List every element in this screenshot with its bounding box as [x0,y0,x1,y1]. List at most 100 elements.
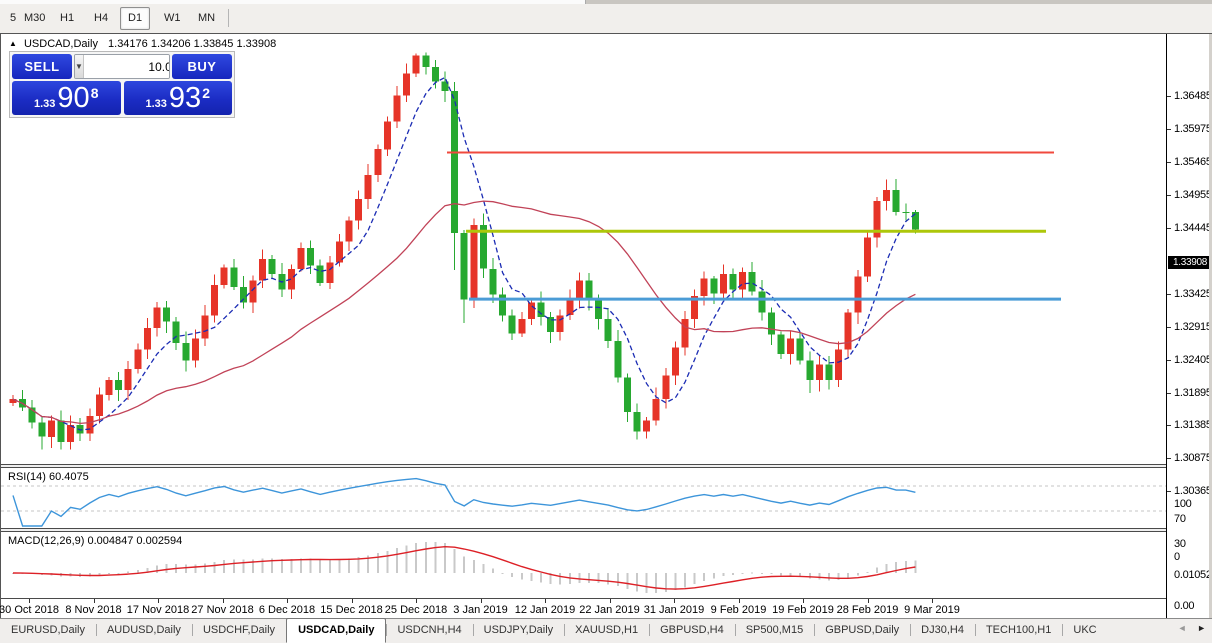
sell-price-pipette: 8 [90,85,99,101]
date-axis-tick [738,599,740,603]
date-axis-label: 9 Feb 2019 [710,604,767,616]
price-axis-label: 1.31895 [1174,386,1212,399]
date-axis[interactable]: 30 Oct 2018 8 Nov 2018 17 Nov 2018 27 Nov 2… [0,598,1166,620]
price-axis-label: 1.33425 [1174,287,1212,300]
price-axis-tick [1167,128,1171,130]
chart-tab-sp500[interactable]: SP500,M15 [734,619,814,640]
buy-price-pipette: 2 [202,85,210,101]
chart-tab-dj30[interactable]: DJ30,H4 [910,619,975,640]
price-axis-tick [1167,392,1171,394]
rsi-indicator-chart[interactable] [1,468,1166,528]
date-axis-tick [29,599,30,603]
chart-tab-audusd[interactable]: AUDUSD,Daily [95,619,192,640]
date-axis-label: 19 Feb 2019 [772,604,834,616]
date-axis-label: 27 Nov 2018 [191,604,254,616]
chart-window: 30 Oct 2018 8 Nov 2018 17 Nov 2018 27 Nov 2… [0,33,1212,629]
timeframe-button-m30[interactable]: M30 [24,12,46,24]
collapse-triangle-icon[interactable]: ▲ [9,39,17,48]
current-price-tag: 1.33908 [1168,255,1212,269]
price-axis-tick [1167,161,1171,163]
timeframe-button-mn[interactable]: MN [198,12,216,24]
timeframe-button-5[interactable]: 5 [10,12,17,24]
toolbar-separator [228,9,229,27]
volume-input[interactable] [83,55,169,78]
date-axis-label: 3 Jan 2019 [453,604,508,616]
chart-tab-gbpusd[interactable]: GBPUSD,Daily [814,619,910,640]
date-axis-tick [609,599,611,603]
rsi-label: RSI(14) 60.4075 [8,471,89,483]
date-axis-label: 25 Dec 2018 [384,604,448,616]
price-axis-label: 1.34955 [1174,188,1212,201]
chart-tab-tech100[interactable]: TECH100,H1 [974,619,1062,640]
symbol-name: USDCAD,Daily [23,38,98,50]
chart-tab-gbpusd[interactable]: GBPUSD,H4 [649,619,735,640]
timeframe-toolbar: 5 M30 H1 H4 D1 W1 MN [0,4,1212,34]
date-axis-label: 15 Dec 2018 [320,604,383,616]
date-axis-tick [803,599,804,603]
date-axis-label: 12 Jan 2019 [514,604,576,616]
price-axis-label: 1.32915 [1174,320,1212,333]
volume-decrease-icon[interactable]: ▼ [75,55,84,78]
tab-scroll-left-icon[interactable]: ◄ [1177,623,1187,633]
date-axis-tick [480,599,482,603]
timeframe-button-h1[interactable]: H1 [60,12,75,24]
macd-axis-label: 0.00 [1174,600,1195,612]
buy-quote-button[interactable]: 1.33 93 2 [123,81,232,115]
macd-label: MACD(12,26,9) 0.004847 0.002594 [8,535,183,547]
panel-divider[interactable] [1,464,1166,468]
price-axis-tick [1167,458,1171,460]
price-axis-label: 1.36485 [1174,90,1212,102]
date-axis-label: 22 Jan 2019 [579,604,640,616]
window-top-edge [0,0,1212,4]
chart-tab-xauusd[interactable]: XAUUSD,H1 [564,619,649,640]
date-axis-label: 30 Oct 2018 [0,604,59,616]
macd-indicator-chart[interactable] [1,532,1166,598]
window-right-edge [1209,34,1212,619]
price-axis-label: 1.35975 [1174,122,1212,135]
date-axis-label: 6 Dec 2018 [258,604,316,616]
tab-scroll-right-icon[interactable]: ► [1197,623,1206,633]
sell-button[interactable]: SELL [12,54,72,79]
price-axis-label: 1.35465 [1174,155,1212,168]
price-axis-label: 1.30365 [1174,485,1212,498]
chart-tab-eurusd[interactable]: EURUSD,Daily [11,624,85,636]
rsi-axis-label: 30 [1174,538,1186,550]
upper-toolbar-remnant [0,0,586,4]
buy-price-prefix: 1.33 [145,98,167,110]
date-axis-tick [545,599,546,603]
timeframe-button-w1[interactable]: W1 [164,12,181,24]
main-price-chart[interactable] [1,34,1166,464]
date-axis-label: 31 Jan 2019 [643,604,705,616]
price-axis-tick [1167,293,1171,295]
date-axis-tick [932,599,933,603]
timeframe-button-h4[interactable]: H4 [94,12,109,24]
chart-tab-usdcad[interactable]: USDCAD,Daily [286,618,387,643]
date-axis-tick [93,599,95,603]
date-axis-label: 9 Mar 2019 [904,604,960,616]
date-axis-label: 28 Feb 2019 [836,604,899,616]
price-axis-label: 1.31385 [1174,419,1212,432]
price-axis-label: 1.30875 [1174,452,1212,465]
chart-tab-ukc[interactable]: UKC [1062,619,1107,640]
chart-tab-usdchf[interactable]: USDCHF,Daily [191,619,286,640]
sell-quote-button[interactable]: 1.33 90 8 [12,81,121,115]
price-axis-tick [1167,425,1171,427]
date-axis-tick [674,599,675,603]
rsi-axis-label: 70 [1174,513,1186,525]
timeframe-button-d1[interactable]: D1 [120,7,151,30]
price-axis[interactable]: 1.33908 1.36485 1.35975 1.35465 1.34955 1.34… [1166,34,1212,629]
ohlc-values: 1.34176 1.34206 1.33845 1.33908 [108,38,277,50]
buy-button[interactable]: BUY [172,54,232,79]
date-axis-label: 17 Nov 2018 [126,604,190,616]
date-axis-tick [158,599,159,603]
rsi-axis-label: 100 [1174,498,1192,510]
one-click-trading-panel: SELL ▼ ▲ BUY 1.33 90 8 1.33 93 2 [9,51,235,118]
chart-tab-usdcnh[interactable]: USDCNH,H4 [386,619,472,640]
panel-divider[interactable] [1,528,1166,532]
date-axis-tick [867,599,869,603]
macd-axis-label: 0.010525 [1174,569,1212,581]
price-axis-tick [1167,194,1171,196]
date-axis-tick [416,599,417,603]
chart-tab-usdjpy[interactable]: USDJPY,Daily [472,619,565,640]
